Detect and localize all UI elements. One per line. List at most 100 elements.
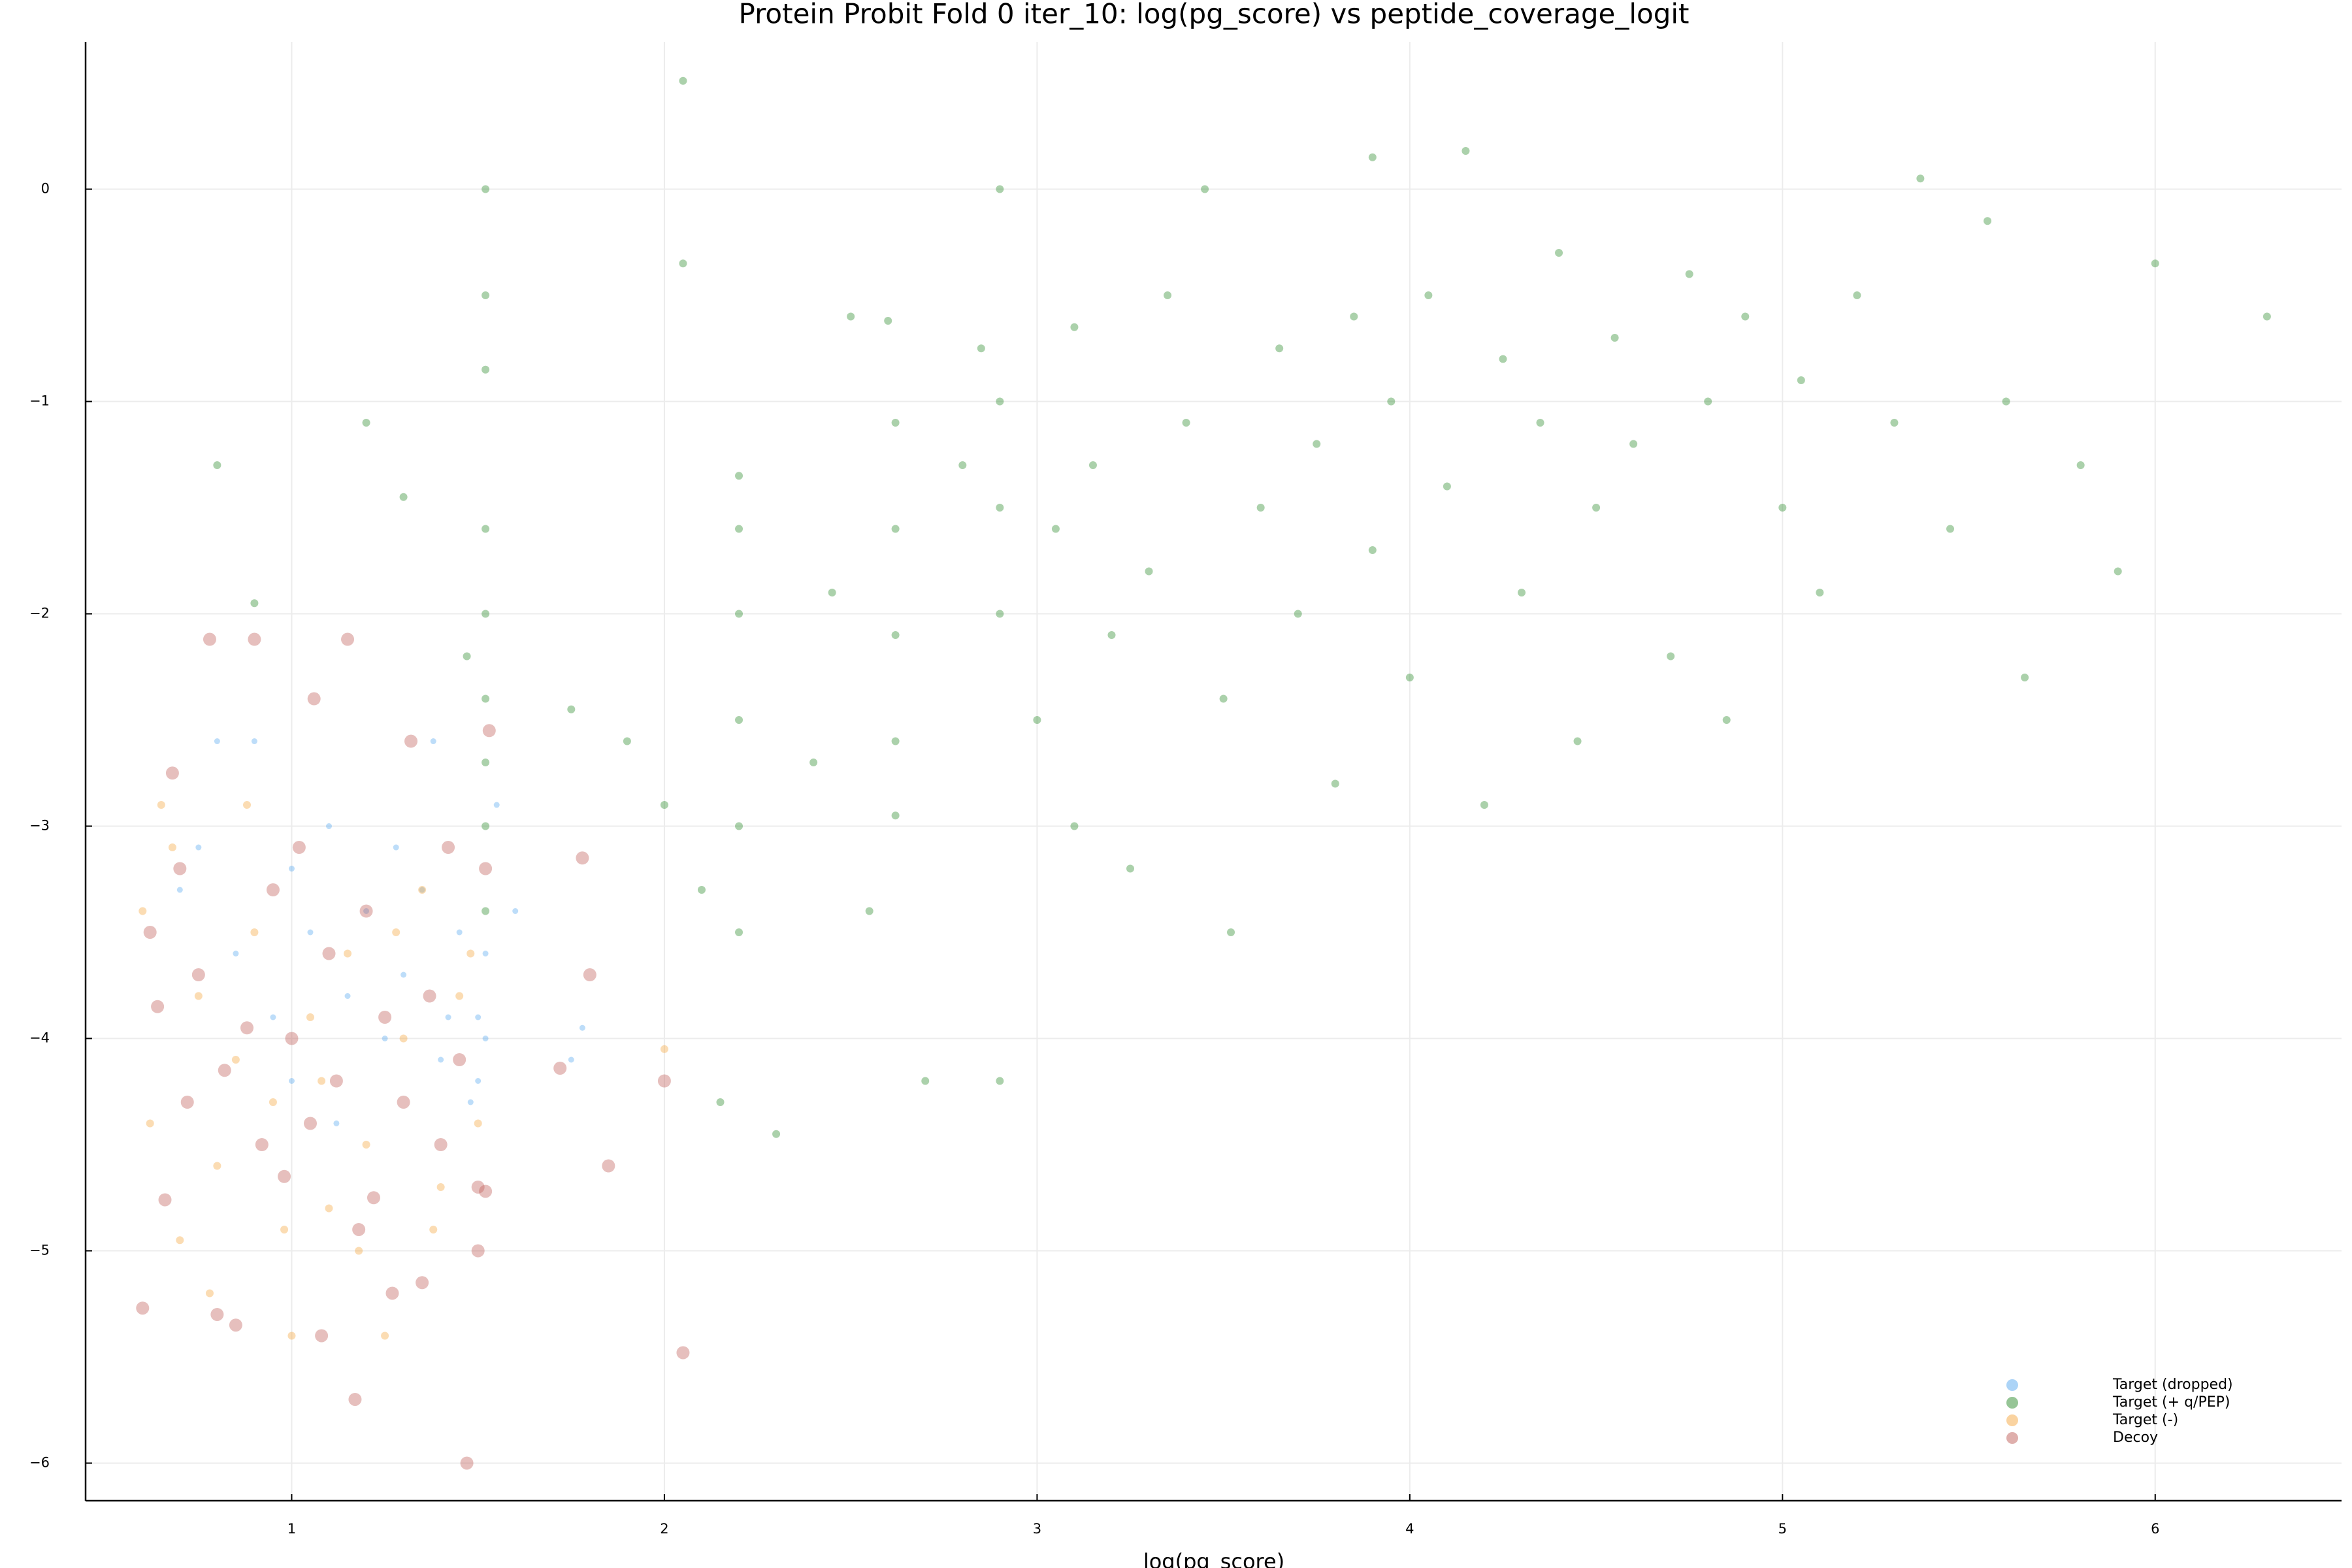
point	[1722, 716, 1731, 725]
legend-marker	[2006, 1397, 2018, 1409]
point	[1685, 270, 1693, 278]
point	[194, 992, 203, 1000]
point	[568, 1056, 574, 1063]
point	[1145, 567, 1153, 576]
point	[471, 1244, 485, 1258]
point	[176, 1236, 184, 1245]
series	[176, 738, 585, 1126]
point	[136, 1301, 150, 1315]
point	[1916, 174, 1925, 183]
point	[1313, 440, 1321, 448]
point	[250, 599, 259, 608]
point	[173, 862, 187, 875]
point	[463, 652, 471, 661]
point	[482, 759, 490, 767]
legend-label: Target (-)	[2112, 1412, 2178, 1428]
legend-marker	[2006, 1432, 2018, 1444]
point	[482, 694, 490, 703]
point	[482, 907, 490, 915]
point	[318, 1077, 326, 1085]
point	[1741, 312, 1750, 321]
point	[430, 738, 436, 745]
point	[378, 1010, 392, 1024]
point	[828, 589, 836, 597]
point	[735, 472, 743, 480]
point	[996, 610, 1004, 618]
point	[1424, 291, 1433, 300]
series	[136, 632, 690, 1470]
point	[285, 1032, 299, 1045]
x-axis-label: log(pg_score)	[1143, 1549, 1284, 1568]
legend-label: Decoy	[2113, 1429, 2158, 1446]
point	[341, 632, 355, 646]
point	[1107, 631, 1116, 640]
point	[482, 822, 490, 830]
point	[329, 1074, 343, 1088]
point	[735, 525, 743, 533]
point	[977, 344, 985, 353]
point	[1070, 323, 1079, 331]
point	[482, 291, 490, 300]
point	[1164, 291, 1172, 300]
point	[393, 844, 399, 851]
point	[996, 397, 1004, 406]
point	[250, 928, 259, 937]
legend-marker	[2006, 1414, 2018, 1426]
point	[307, 692, 321, 706]
point	[475, 1014, 482, 1021]
point	[158, 1193, 172, 1207]
point	[205, 1289, 214, 1298]
point	[203, 632, 216, 646]
point	[1051, 525, 1060, 533]
point	[392, 928, 400, 937]
point	[442, 841, 455, 855]
point	[352, 1222, 366, 1236]
point	[657, 1074, 671, 1088]
point	[438, 1056, 444, 1063]
point	[2114, 567, 2122, 576]
point	[1629, 440, 1638, 448]
x-tick-label: 2	[660, 1521, 668, 1537]
point	[348, 1392, 362, 1406]
point	[1201, 185, 1209, 193]
chart-title: Protein Probit Fold 0 iter_10: log(pg_sc…	[738, 0, 1689, 30]
point	[471, 1180, 485, 1194]
point	[456, 929, 463, 936]
point	[716, 1098, 725, 1106]
point	[418, 886, 427, 894]
point	[367, 1191, 380, 1205]
point	[891, 811, 900, 820]
point	[809, 759, 818, 767]
point	[602, 1159, 615, 1173]
series	[213, 76, 2271, 1138]
point	[213, 1162, 221, 1170]
point	[996, 185, 1004, 193]
point	[583, 968, 596, 982]
point	[891, 419, 900, 427]
point	[1667, 652, 1675, 661]
point	[287, 1331, 296, 1340]
point	[326, 823, 333, 830]
point	[280, 1225, 289, 1233]
point	[251, 738, 257, 745]
point	[679, 259, 687, 268]
point	[382, 1035, 388, 1041]
point	[1778, 504, 1787, 512]
legend-label: Target (+ q/PEP)	[2112, 1394, 2230, 1411]
point	[416, 1276, 429, 1290]
point	[482, 1035, 489, 1041]
point	[1555, 249, 1563, 257]
point	[735, 716, 743, 725]
y-tick-label: −5	[29, 1242, 50, 1258]
point	[423, 989, 436, 1003]
point	[460, 1456, 474, 1470]
point	[322, 947, 336, 960]
point	[1368, 153, 1377, 161]
point	[168, 843, 176, 852]
point	[255, 1137, 269, 1151]
point	[1462, 147, 1470, 155]
point	[1610, 334, 1619, 342]
point	[1946, 525, 1955, 533]
point	[772, 1130, 781, 1138]
